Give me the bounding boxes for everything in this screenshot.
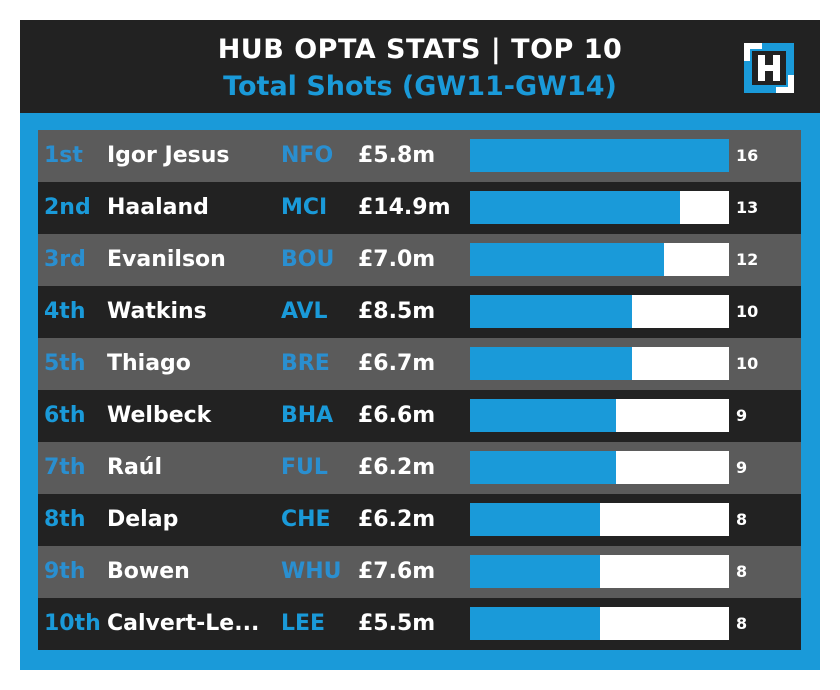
rank-label: 3rd xyxy=(44,247,86,272)
data-label: 16 xyxy=(736,146,759,165)
table-row: 8th Delap CHE £6.2m 8 xyxy=(38,494,801,546)
bar-track xyxy=(470,607,729,640)
bar xyxy=(470,451,616,484)
player-price: £7.0m xyxy=(358,247,436,272)
rank-label: 2nd xyxy=(44,195,91,220)
team-code: NFO xyxy=(281,143,334,168)
bar-track xyxy=(470,503,729,536)
player-price: £8.5m xyxy=(358,299,436,324)
player-price: £5.8m xyxy=(358,143,436,168)
player-name: Evanilson xyxy=(107,247,226,272)
data-label: 8 xyxy=(736,510,748,529)
player-name: Bowen xyxy=(107,559,190,584)
team-code: LEE xyxy=(281,611,326,636)
data-label: 13 xyxy=(736,198,759,217)
rank-label: 8th xyxy=(44,507,86,532)
player-name: Delap xyxy=(107,507,179,532)
graphic-frame: HUB OPTA STATS | TOP 10 Total Shots (GW1… xyxy=(20,20,820,670)
team-code: BRE xyxy=(281,351,330,376)
bar xyxy=(470,243,664,276)
hub-logo-icon xyxy=(744,43,794,93)
player-name: Calvert-Le... xyxy=(107,611,260,636)
bar-track xyxy=(470,191,729,224)
player-price: £6.2m xyxy=(358,455,436,480)
player-name: Haaland xyxy=(107,195,209,220)
table-row: 3rd Evanilson BOU £7.0m 12 xyxy=(38,234,801,286)
bar xyxy=(470,191,680,224)
bar-track xyxy=(470,243,729,276)
player-name: Thiago xyxy=(107,351,191,376)
data-label: 12 xyxy=(736,250,759,269)
player-name: Watkins xyxy=(107,299,207,324)
bar-track xyxy=(470,347,729,380)
player-price: £7.6m xyxy=(358,559,436,584)
table-row: 2nd Haaland MCI £14.9m 13 xyxy=(38,182,801,234)
header: HUB OPTA STATS | TOP 10 Total Shots (GW1… xyxy=(20,20,820,113)
player-price: £5.5m xyxy=(358,611,436,636)
bar-track xyxy=(470,451,729,484)
rank-label: 5th xyxy=(44,351,86,376)
team-code: MCI xyxy=(281,195,328,220)
shots-table: 1st Igor Jesus NFO £5.8m 16 2nd Haaland MCI £14.… xyxy=(38,130,801,650)
data-label: 9 xyxy=(736,458,748,477)
rank-label: 6th xyxy=(44,403,86,428)
player-price: £6.2m xyxy=(358,507,436,532)
bar xyxy=(470,347,632,380)
bar xyxy=(470,295,632,328)
team-code: BHA xyxy=(281,403,334,428)
rank-label: 9th xyxy=(44,559,86,584)
data-label: 10 xyxy=(736,354,759,373)
bar-track xyxy=(470,555,729,588)
rank-label: 4th xyxy=(44,299,86,324)
team-code: CHE xyxy=(281,507,331,532)
player-price: £14.9m xyxy=(358,195,451,220)
data-label: 9 xyxy=(736,406,748,425)
player-name: Welbeck xyxy=(107,403,212,428)
bar-track xyxy=(470,139,729,172)
bar xyxy=(470,555,600,588)
table-row: 1st Igor Jesus NFO £5.8m 16 xyxy=(38,130,801,182)
bar-track xyxy=(470,399,729,432)
player-name: Igor Jesus xyxy=(107,143,230,168)
bar xyxy=(470,503,600,536)
table-row: 10th Calvert-Le... LEE £5.5m 8 xyxy=(38,598,801,650)
team-code: BOU xyxy=(281,247,335,272)
team-code: AVL xyxy=(281,299,328,324)
table-row: 9th Bowen WHU £7.6m 8 xyxy=(38,546,801,598)
page-title: HUB OPTA STATS | TOP 10 xyxy=(217,34,623,65)
bar xyxy=(470,399,616,432)
rank-label: 7th xyxy=(44,455,86,480)
rank-label: 10th xyxy=(44,611,101,636)
player-price: £6.7m xyxy=(358,351,436,376)
data-label: 10 xyxy=(736,302,759,321)
team-code: FUL xyxy=(281,455,328,480)
bar xyxy=(470,139,729,172)
table-row: 6th Welbeck BHA £6.6m 9 xyxy=(38,390,801,442)
team-code: WHU xyxy=(281,559,342,584)
table-row: 4th Watkins AVL £8.5m 10 xyxy=(38,286,801,338)
bar xyxy=(470,607,600,640)
page-subtitle: Total Shots (GW11-GW14) xyxy=(223,71,617,102)
player-name: Raúl xyxy=(107,455,162,480)
player-price: £6.6m xyxy=(358,403,436,428)
table-row: 7th Raúl FUL £6.2m 9 xyxy=(38,442,801,494)
bar-track xyxy=(470,295,729,328)
data-label: 8 xyxy=(736,562,748,581)
data-label: 8 xyxy=(736,614,748,633)
rank-label: 1st xyxy=(44,143,83,168)
table-row: 5th Thiago BRE £6.7m 10 xyxy=(38,338,801,390)
